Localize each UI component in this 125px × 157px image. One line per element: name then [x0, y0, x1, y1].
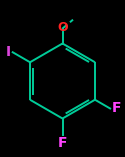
- Text: I: I: [6, 45, 11, 59]
- Text: O: O: [58, 21, 68, 34]
- Text: F: F: [58, 136, 67, 150]
- Text: F: F: [111, 101, 121, 116]
